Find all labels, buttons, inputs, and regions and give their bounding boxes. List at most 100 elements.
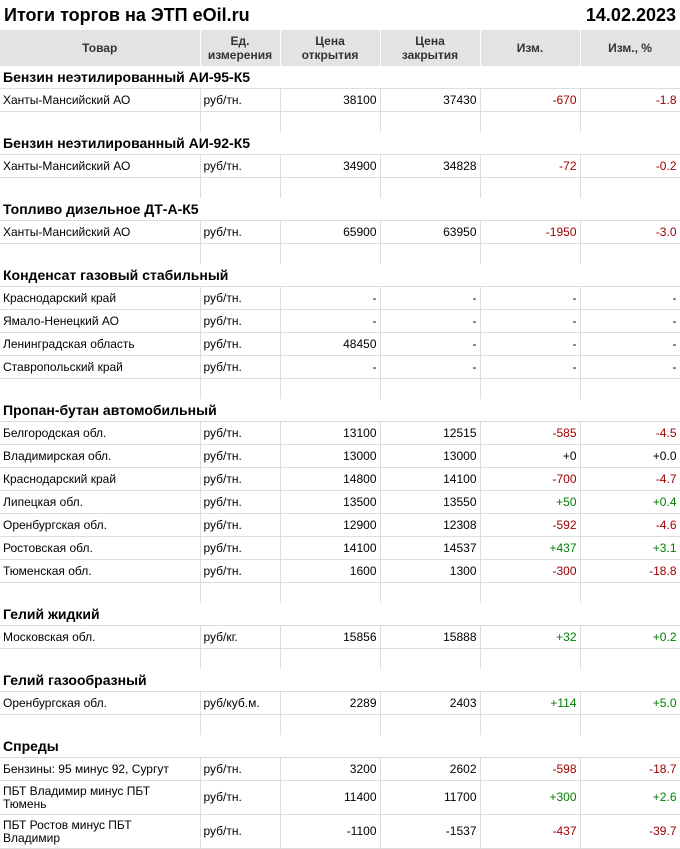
value-cell: - (280, 286, 381, 310)
spacer-cell (480, 582, 581, 603)
section-row: Конденсат газовый стабильный (0, 264, 680, 287)
value-cell: 1600 (280, 559, 381, 583)
value-cell: -700 (480, 467, 581, 491)
section-title: Бензин неэтилированный АИ-92-К5 (0, 132, 680, 155)
product-cell: Краснодарский край (0, 467, 201, 491)
value-cell: 2602 (380, 757, 481, 781)
data-row: Владимирская обл. руб/тн. 13000 13000 +0 +0.0 (0, 444, 680, 468)
spacer-row (0, 648, 680, 669)
page: Итоги торгов на ЭТП eOil.ru 14.02.2023 Т… (0, 4, 680, 849)
product-cell: Ленинградская область (0, 332, 201, 356)
value-cell: 13100 (280, 421, 381, 445)
value-cell: -592 (480, 513, 581, 537)
value-cell: 13000 (380, 444, 481, 468)
column-header: Изм., % (580, 30, 680, 66)
value-cell: 13500 (280, 490, 381, 514)
product-cell: Оренбургская обл. (0, 691, 201, 715)
value-cell: -670 (480, 88, 581, 112)
value-cell: - (580, 286, 680, 310)
value-cell: +3.1 (580, 536, 680, 560)
product-cell: Краснодарский край (0, 286, 201, 310)
value-cell: - (480, 355, 581, 379)
spacer-cell (380, 177, 481, 198)
data-row: Тюменская обл. руб/тн. 1600 1300 -300 -18.8 (0, 559, 680, 583)
data-row: Липецкая обл. руб/тн. 13500 13550 +50 +0.4 (0, 490, 680, 514)
unit-cell: руб/тн. (200, 355, 281, 379)
spacer-cell (480, 177, 581, 198)
product-cell: Белгородская обл. (0, 421, 201, 445)
spacer-row (0, 177, 680, 198)
value-cell: - (480, 286, 581, 310)
spacer-row (0, 582, 680, 603)
spacer-cell (580, 177, 680, 198)
data-row: Белгородская обл. руб/тн. 13100 12515 -585 -4… (0, 421, 680, 445)
spacer-cell (380, 714, 481, 735)
value-cell: 14800 (280, 467, 381, 491)
data-row: Ямало-Ненецкий АО руб/тн. - - - - (0, 309, 680, 333)
spacer-cell (280, 177, 381, 198)
value-cell: - (580, 355, 680, 379)
value-cell: +437 (480, 536, 581, 560)
data-row: Бензины: 95 минус 92, Сургут руб/тн. 3200 2… (0, 757, 680, 781)
spacer-cell (380, 648, 481, 669)
unit-cell: руб/тн. (200, 220, 281, 244)
spacer-cell (0, 243, 201, 264)
section-title: Бензин неэтилированный АИ-95-К5 (0, 66, 680, 89)
section-row: Гелий жидкий (0, 603, 680, 626)
spacer-row (0, 378, 680, 399)
value-cell: -0.2 (580, 154, 680, 178)
spacer-cell (200, 378, 281, 399)
value-cell: -300 (480, 559, 581, 583)
value-cell: - (580, 332, 680, 356)
value-cell: 15888 (380, 625, 481, 649)
value-cell: -1950 (480, 220, 581, 244)
data-row: Оренбургская обл. руб/куб.м. 2289 2403 +114 +… (0, 691, 680, 715)
value-cell: -1.8 (580, 88, 680, 112)
data-row: ПБТ Ростов минус ПБТ Владимир руб/тн. -110… (0, 814, 680, 849)
value-cell: - (480, 309, 581, 333)
value-cell: +50 (480, 490, 581, 514)
product-cell: Ханты-Мансийский АО (0, 88, 201, 112)
spacer-cell (380, 243, 481, 264)
product-cell: Тюменская обл. (0, 559, 201, 583)
value-cell: 48450 (280, 332, 381, 356)
unit-cell: руб/тн. (200, 309, 281, 333)
spacer-cell (0, 378, 201, 399)
product-cell: ПБТ Ростов минус ПБТ Владимир (0, 814, 201, 849)
value-cell: -4.5 (580, 421, 680, 445)
value-cell: -1537 (380, 814, 481, 849)
spacer-cell (280, 648, 381, 669)
spacer-cell (480, 648, 581, 669)
value-cell: 34828 (380, 154, 481, 178)
value-cell: - (380, 355, 481, 379)
value-cell: +0 (480, 444, 581, 468)
spacer-cell (280, 714, 381, 735)
unit-cell: руб/тн. (200, 490, 281, 514)
data-row: Ростовская обл. руб/тн. 14100 14537 +437 +3.1 (0, 536, 680, 560)
spacer-cell (380, 378, 481, 399)
value-cell: +0.4 (580, 490, 680, 514)
value-cell: 1300 (380, 559, 481, 583)
value-cell: -18.7 (580, 757, 680, 781)
section-row: Пропан-бутан автомобильный (0, 399, 680, 422)
spacer-cell (280, 111, 381, 132)
section-row: Топливо дизельное ДТ-А-К5 (0, 198, 680, 221)
value-cell: -598 (480, 757, 581, 781)
value-cell: - (380, 332, 481, 356)
spacer-cell (0, 111, 201, 132)
product-cell: Ставропольский край (0, 355, 201, 379)
data-row: Ставропольский край руб/тн. - - - - (0, 355, 680, 379)
data-row: Оренбургская обл. руб/тн. 12900 12308 -592 -4… (0, 513, 680, 537)
unit-cell: руб/тн. (200, 421, 281, 445)
value-cell: -4.7 (580, 467, 680, 491)
spacer-cell (0, 714, 201, 735)
value-cell: -72 (480, 154, 581, 178)
value-cell: -4.6 (580, 513, 680, 537)
value-cell: 12515 (380, 421, 481, 445)
unit-cell: руб/тн. (200, 757, 281, 781)
spacer-cell (200, 111, 281, 132)
value-cell: 11700 (380, 780, 481, 815)
value-cell: +114 (480, 691, 581, 715)
spacer-cell (200, 648, 281, 669)
value-cell: 63950 (380, 220, 481, 244)
